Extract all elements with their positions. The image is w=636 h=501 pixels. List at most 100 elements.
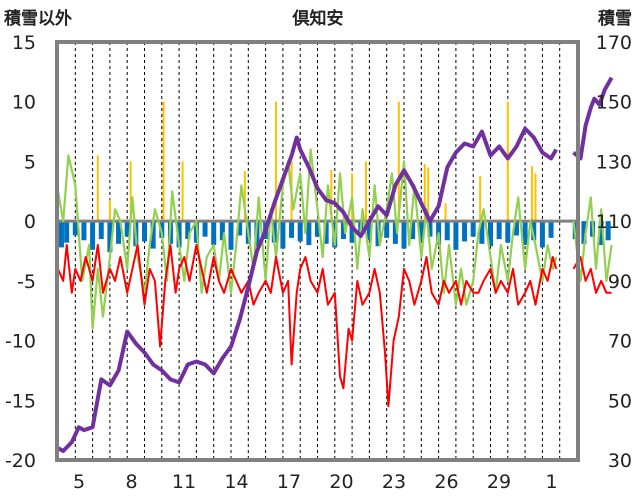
sunshine-bar bbox=[548, 221, 554, 238]
x-tick-label: 20 bbox=[329, 471, 353, 493]
sunshine-bar bbox=[237, 221, 243, 236]
sunshine-bar bbox=[505, 221, 511, 243]
temp_max-line bbox=[572, 196, 613, 282]
sunshine-bar bbox=[605, 221, 611, 241]
precip-bar bbox=[423, 163, 426, 222]
temp_min-line bbox=[572, 256, 612, 294]
sunshine-bar bbox=[297, 221, 303, 242]
precip-bar bbox=[444, 203, 447, 222]
right-y-tick-label: 70 bbox=[608, 331, 632, 353]
sunshine-bar bbox=[98, 221, 104, 240]
sunshine-bar bbox=[488, 221, 493, 247]
x-tick-label: 14 bbox=[224, 471, 248, 493]
sunshine-bar bbox=[522, 221, 528, 246]
sunshine-bar bbox=[107, 221, 113, 253]
sunshine-bar bbox=[462, 221, 468, 242]
sunshine-bar bbox=[150, 221, 156, 249]
sunshine-bar bbox=[228, 221, 234, 250]
precip-bar bbox=[531, 166, 534, 222]
x-tick-label: 23 bbox=[382, 471, 406, 493]
sunshine-bar bbox=[289, 221, 295, 238]
right-y-tick-label: 50 bbox=[608, 390, 632, 412]
sunshine-bar bbox=[306, 221, 312, 246]
left-y-tick-labels: 15 10 5 0 -5 -10 -15 -20 bbox=[5, 32, 36, 472]
precip-bar bbox=[108, 199, 111, 222]
right-y-tick-label: 150 bbox=[596, 92, 632, 114]
sunshine-bar bbox=[124, 221, 130, 237]
temp_min-line bbox=[57, 244, 558, 408]
snow_depth-line bbox=[57, 126, 558, 453]
sunshine-bar bbox=[176, 221, 182, 248]
precip-bar bbox=[129, 161, 132, 222]
sunshine-bar bbox=[384, 221, 390, 238]
sunshine-bar bbox=[349, 221, 355, 243]
left-y-tick-label: -15 bbox=[5, 390, 36, 412]
x-tick-label: 1 bbox=[545, 471, 557, 493]
left-y-tick-label: 5 bbox=[24, 151, 36, 173]
right-axis-label: 積雪 bbox=[598, 8, 632, 29]
sunshine-bar bbox=[513, 221, 519, 236]
precip-bar bbox=[181, 161, 184, 222]
right-y-tick-label: 90 bbox=[608, 271, 632, 293]
precip-bar bbox=[274, 101, 277, 222]
precip-bar bbox=[397, 101, 400, 222]
precip-bar bbox=[534, 173, 537, 222]
sunshine-bar bbox=[427, 221, 433, 237]
x-tick-label: 17 bbox=[277, 471, 301, 493]
x-tick-labels: 5 8 11 14 17 20 23 26 29 1 bbox=[73, 471, 558, 493]
sunshine-bar bbox=[470, 221, 476, 237]
left-y-tick-label: -20 bbox=[5, 450, 36, 472]
precip-bar bbox=[96, 155, 99, 222]
precip-bar bbox=[243, 170, 246, 222]
sunshine-bar bbox=[453, 221, 459, 250]
left-y-tick-label: 0 bbox=[24, 211, 36, 233]
precip-bar bbox=[506, 101, 509, 222]
x-tick-label: 29 bbox=[487, 471, 511, 493]
sunshine-bar bbox=[116, 221, 122, 244]
precip-bar bbox=[330, 169, 333, 222]
sunshine-bar bbox=[366, 221, 372, 241]
sunshine-bar bbox=[202, 221, 208, 237]
sunshine-bar bbox=[81, 221, 87, 241]
left-y-tick-label: -10 bbox=[5, 331, 36, 353]
left-axis-label: 積雪以外 bbox=[4, 8, 72, 29]
chart-title: 倶知安 bbox=[292, 8, 344, 29]
sunshine-bar bbox=[401, 221, 407, 249]
sunshine-bar bbox=[64, 221, 70, 243]
sunshine-bar bbox=[72, 221, 78, 236]
sunshine-bar bbox=[531, 221, 537, 241]
plot-frame bbox=[55, 40, 580, 462]
precip-bar bbox=[479, 175, 482, 222]
sunshine-bar bbox=[581, 221, 587, 244]
sunshine-bar bbox=[142, 221, 147, 242]
sunshine-bar bbox=[315, 221, 320, 237]
sunshine-bar bbox=[418, 221, 424, 243]
x-tick-label: 11 bbox=[172, 471, 196, 493]
line-layer bbox=[56, 76, 614, 453]
precip-bar bbox=[364, 161, 367, 222]
precip-bar bbox=[162, 101, 165, 222]
sunshine-bar bbox=[211, 221, 217, 246]
precip-bar bbox=[427, 167, 430, 222]
sunshine-bar bbox=[392, 221, 398, 244]
right-y-tick-labels: 170 150 130 110 90 70 50 30 bbox=[596, 32, 632, 472]
x-tick-label: 8 bbox=[125, 471, 137, 493]
sunshine-bar bbox=[410, 221, 416, 240]
x-tick-label: 26 bbox=[434, 471, 458, 493]
sunshine-bar bbox=[340, 221, 346, 240]
left-y-tick-label: 10 bbox=[12, 92, 36, 114]
right-y-tick-label: 110 bbox=[596, 211, 632, 233]
x-tick-label: 5 bbox=[73, 471, 85, 493]
sunshine-bar bbox=[444, 221, 450, 241]
sunshine-bar bbox=[539, 221, 545, 248]
sunshine-bar bbox=[90, 221, 96, 250]
right-y-tick-label: 170 bbox=[596, 32, 632, 54]
sunshine-bar bbox=[280, 221, 286, 249]
snow_depth-line bbox=[572, 76, 614, 161]
sunshine-bar bbox=[58, 221, 64, 248]
sunshine-bar bbox=[496, 221, 502, 240]
right-y-tick-label: 30 bbox=[608, 450, 632, 472]
sunshine-bar bbox=[479, 221, 485, 244]
left-y-tick-label: 15 bbox=[12, 32, 36, 54]
